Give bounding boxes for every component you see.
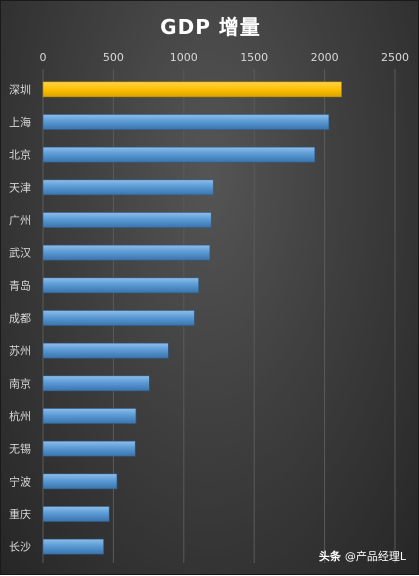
- category-label: 成都: [9, 312, 31, 325]
- bar-北京: [42, 146, 316, 163]
- watermark: 头条 @产品经理L: [319, 548, 406, 564]
- bar-武汉: [42, 244, 211, 261]
- category-label: 宁波: [9, 474, 31, 488]
- bar-苏州: [42, 342, 169, 359]
- category-label: 天津: [9, 181, 31, 194]
- x-tick-label: 1500: [240, 51, 268, 64]
- category-label: 杭州: [9, 409, 31, 423]
- bar-天津: [42, 179, 214, 196]
- bar-上海: [42, 114, 330, 130]
- x-tick-label: 0: [40, 51, 47, 64]
- x-tick-label: 2000: [311, 51, 339, 64]
- category-label: 长沙: [9, 541, 31, 554]
- category-label: 武汉: [9, 247, 31, 260]
- x-tick-label: 500: [103, 51, 124, 64]
- category-label: 青岛: [9, 278, 31, 292]
- category-label: 苏州: [9, 345, 31, 358]
- category-label: 重庆: [9, 507, 31, 521]
- category-label: 南京: [9, 376, 31, 390]
- category-label: 上海: [9, 115, 31, 129]
- bar-南京: [42, 375, 150, 392]
- category-label: 无锡: [9, 442, 31, 456]
- chart-title: GDP 增量: [160, 15, 261, 39]
- bar-杭州: [42, 408, 137, 424]
- x-tick-label: 1000: [170, 51, 198, 64]
- bar-宁波: [42, 473, 118, 490]
- watermark-handle: @产品经理L: [344, 550, 406, 563]
- category-label: 广州: [9, 214, 31, 227]
- bar-青岛: [42, 277, 199, 294]
- bar-无锡: [42, 440, 136, 457]
- bar-重庆: [42, 506, 110, 522]
- bar-广州: [42, 212, 212, 228]
- category-label: 深圳: [9, 83, 31, 96]
- bar-成都: [42, 310, 195, 326]
- bar-深圳: [42, 81, 342, 98]
- category-label: 北京: [9, 148, 31, 162]
- bar-长沙: [42, 538, 104, 555]
- x-tick-label: 2500: [381, 51, 409, 64]
- watermark-brand: 头条: [318, 550, 341, 563]
